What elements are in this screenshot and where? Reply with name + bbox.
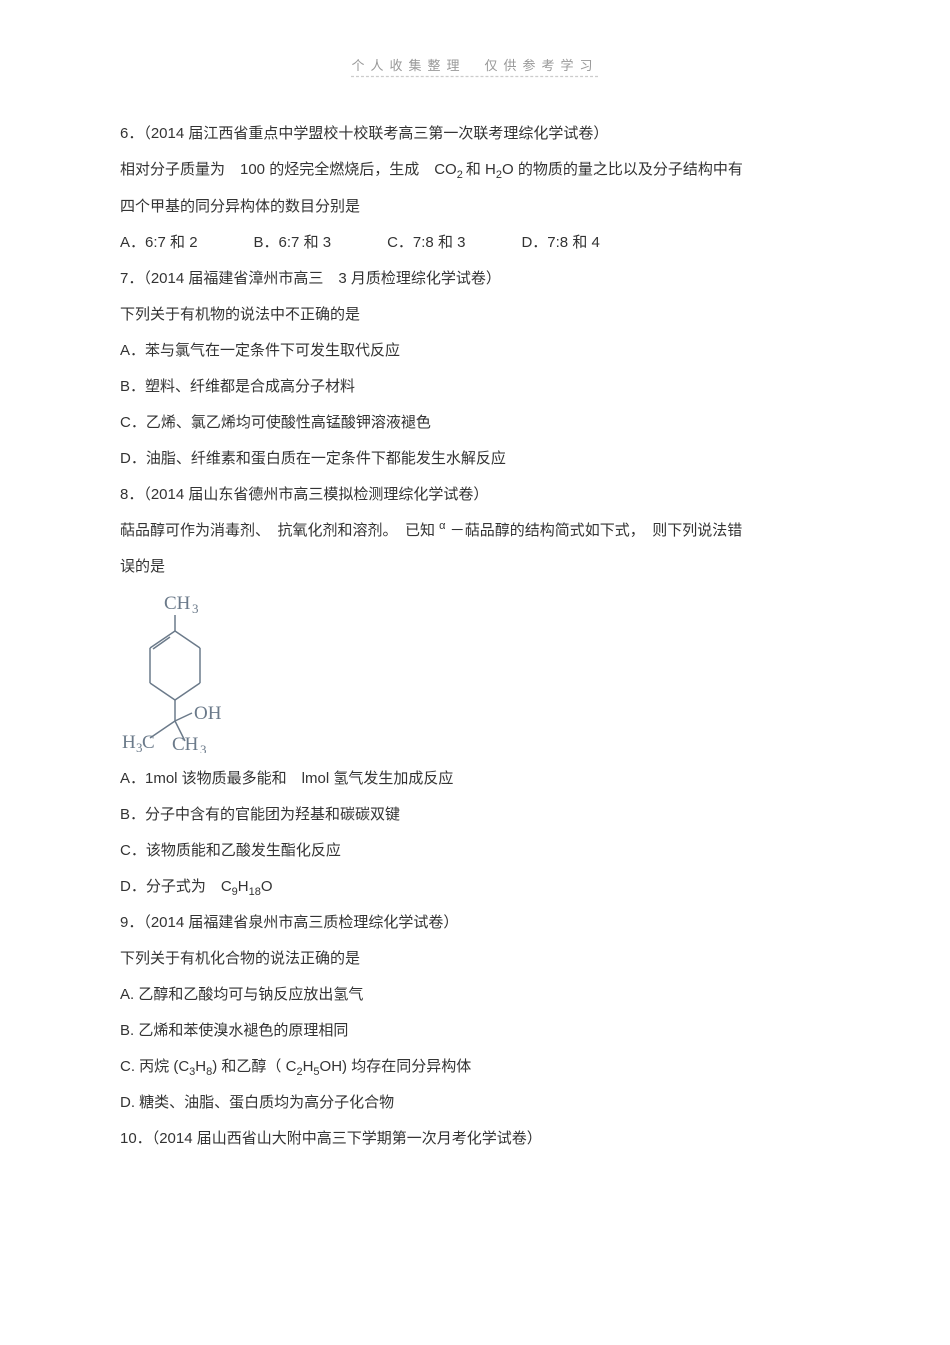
q8-stem1a: 萜品醇可作为消毒剂、 抗氧化剂和溶剂。 已知 bbox=[120, 522, 439, 539]
q6-number: 6． bbox=[120, 125, 143, 142]
q6-source: 6．（2014 届江西省重点中学盟校十校联考高三第一次联考理综化学试卷） bbox=[120, 116, 830, 152]
q7-src: （2014 届福建省漳州市高三 3 月质检理综化学试卷） bbox=[143, 270, 501, 287]
q9c-post: OH) 均存在同分异构体 bbox=[320, 1058, 472, 1075]
q8-opt-c: C．该物质能和乙酸发生酯化反应 bbox=[120, 833, 830, 869]
q8d-mid: H bbox=[238, 878, 249, 895]
q7-opt-b: B．塑料、纤维都是合成高分子材料 bbox=[120, 369, 830, 405]
q8-stem-2: 误的是 bbox=[120, 549, 830, 585]
h3c-label: H bbox=[122, 732, 136, 753]
q9-opt-b: B. 乙烯和苯使溴水褪色的原理相同 bbox=[120, 1013, 830, 1049]
q8d-post: O bbox=[261, 878, 273, 895]
q6-stem1b: 和 H bbox=[466, 161, 496, 178]
q10-source: 10．（2014 届山西省山大附中高三下学期第一次月考化学试卷） bbox=[120, 1121, 830, 1157]
q8d-s2: 18 bbox=[249, 886, 261, 898]
page-header: 个人收集整理 仅供参考学习 bbox=[120, 50, 830, 81]
document-page: 个人收集整理 仅供参考学习 6．（2014 届江西省重点中学盟校十校联考高三第一… bbox=[0, 0, 950, 1197]
q6-opt-c: C．7:8 和 3 bbox=[387, 225, 465, 261]
q8-stem-1: 萜品醇可作为消毒剂、 抗氧化剂和溶剂。 已知 α －萜品醇的结构简式如下式， 则… bbox=[120, 513, 830, 549]
oh-label: OH bbox=[194, 703, 222, 724]
q9-opt-a: A. 乙醇和乙酸均可与钠反应放出氢气 bbox=[120, 977, 830, 1013]
q6-opt-a: A．6:7 和 2 bbox=[120, 225, 198, 261]
q9c-m2: ) 和乙醇（ C bbox=[212, 1058, 296, 1075]
q7-stem: 下列关于有机物的说法中不正确的是 bbox=[120, 297, 830, 333]
q6-src: （2014 届江西省重点中学盟校十校联考高三第一次联考理综化学试卷） bbox=[143, 125, 608, 142]
q6-stem1a: 相对分子质量为 100 的烃完全燃烧后，生成 CO bbox=[120, 161, 457, 178]
chemical-structure: CH 3 OH H 3 C CH 3 bbox=[120, 593, 830, 753]
q9-stem: 下列关于有机化合物的说法正确的是 bbox=[120, 941, 830, 977]
q7-opt-c: C．乙烯、氯乙烯均可使酸性高锰酸钾溶液褪色 bbox=[120, 405, 830, 441]
q9c-m3: H bbox=[303, 1058, 314, 1075]
q7-source: 7．（2014 届福建省漳州市高三 3 月质检理综化学试卷） bbox=[120, 261, 830, 297]
q6-opt-d: D．7:8 和 4 bbox=[521, 225, 599, 261]
q8-stem1c: －萜品醇的结构简式如下式， 则下列说法错 bbox=[446, 522, 743, 539]
q6-options: A．6:7 和 2 B．6:7 和 3 C．7:8 和 3 D．7:8 和 4 bbox=[120, 225, 830, 261]
q6-stem1c: O 的物质的量之比以及分子结构中有 bbox=[502, 161, 743, 178]
q9-opt-d: D. 糖类、油脂、蛋白质均为高分子化合物 bbox=[120, 1085, 830, 1121]
q8-opt-d: D．分子式为 C9H18O bbox=[120, 869, 830, 905]
q8-opt-a: A．1mol 该物质最多能和 lmol 氢气发生加成反应 bbox=[120, 761, 830, 797]
sub-2: 2 bbox=[457, 169, 466, 181]
q9c-pre: C. 丙烷 (C bbox=[120, 1058, 189, 1075]
q9-src: （2014 届福建省泉州市高三质检理综化学试卷） bbox=[143, 914, 458, 931]
q8-src: （2014 届山东省德州市高三模拟检测理综化学试卷） bbox=[143, 486, 488, 503]
q10-number: 10． bbox=[120, 1130, 152, 1147]
svg-text:3: 3 bbox=[192, 601, 199, 616]
q9-opt-c: C. 丙烷 (C3H8) 和乙醇（ C2H5OH) 均存在同分异构体 bbox=[120, 1049, 830, 1085]
q8-opt-b: B．分子中含有的官能团为羟基和碳碳双键 bbox=[120, 797, 830, 833]
q9-number: 9． bbox=[120, 914, 143, 931]
q8-source: 8．（2014 届山东省德州市高三模拟检测理综化学试卷） bbox=[120, 477, 830, 513]
q6-opt-b: B．6:7 和 3 bbox=[254, 225, 332, 261]
q10-src: （2014 届山西省山大附中高三下学期第一次月考化学试卷） bbox=[152, 1130, 542, 1147]
q6-stem-1: 相对分子质量为 100 的烃完全燃烧后，生成 CO2 和 H2O 的物质的量之比… bbox=[120, 152, 830, 188]
q7-opt-a: A．苯与氯气在一定条件下可发生取代反应 bbox=[120, 333, 830, 369]
q8d-pre: D．分子式为 C bbox=[120, 878, 232, 895]
q7-number: 7． bbox=[120, 270, 143, 287]
q8-number: 8． bbox=[120, 486, 143, 503]
svg-text:C: C bbox=[142, 732, 155, 753]
q6-stem-2: 四个甲基的同分异构体的数目分别是 bbox=[120, 189, 830, 225]
ch3-bot-label: CH bbox=[172, 734, 199, 753]
ch3-top-label: CH bbox=[164, 593, 191, 614]
q9-source: 9．（2014 届福建省泉州市高三质检理综化学试卷） bbox=[120, 905, 830, 941]
q9c-m1: H bbox=[195, 1058, 206, 1075]
q7-opt-d: D．油脂、纤维素和蛋白质在一定条件下都能发生水解反应 bbox=[120, 441, 830, 477]
svg-text:3: 3 bbox=[200, 742, 207, 753]
